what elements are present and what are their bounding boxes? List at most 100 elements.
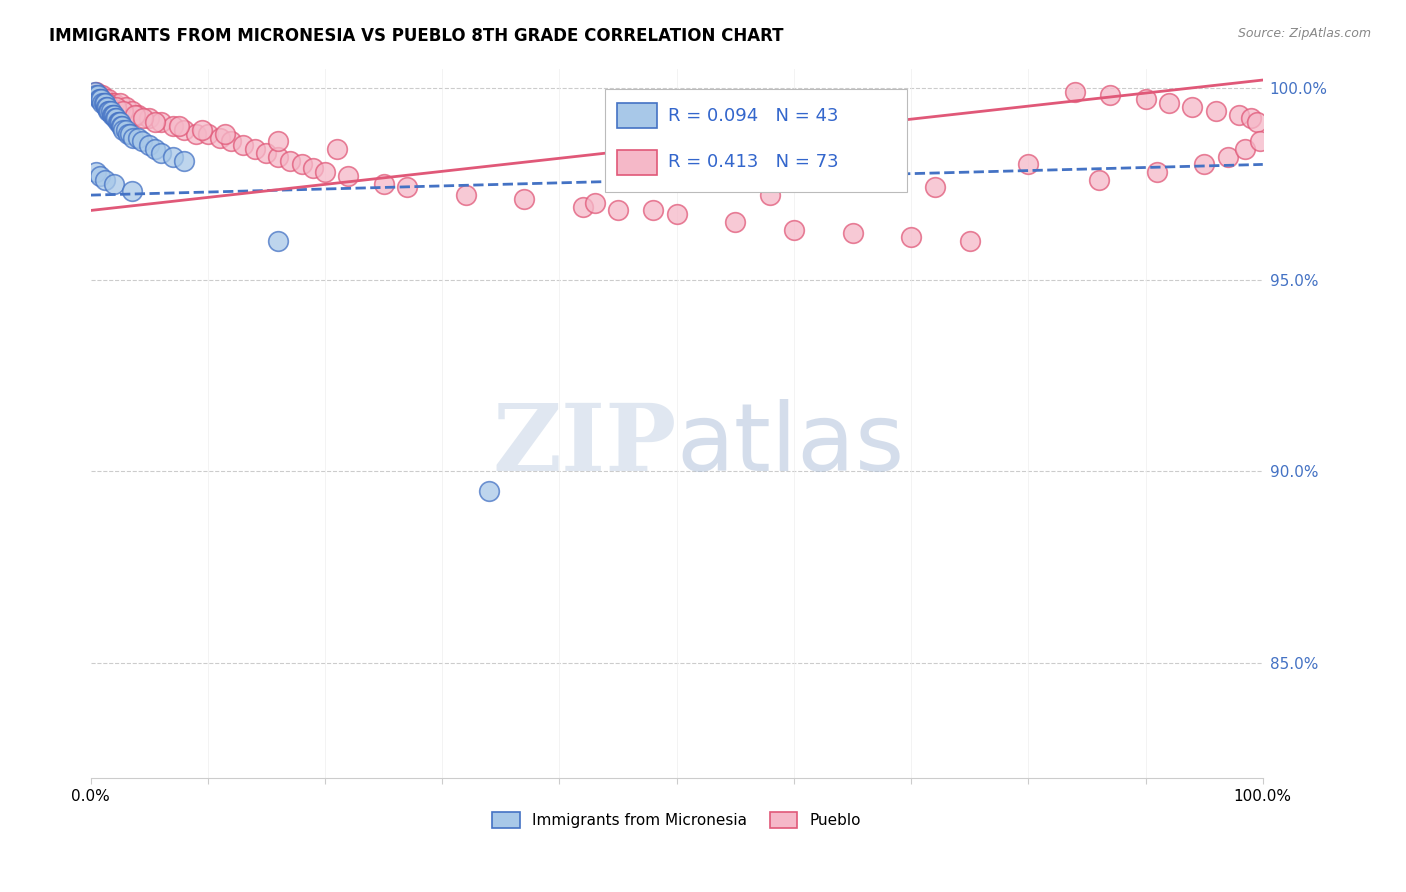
Point — [1192, 157, 1215, 171]
Point — [478, 483, 501, 498]
Point — [94, 100, 117, 114]
Point — [1249, 135, 1271, 149]
Point — [243, 142, 266, 156]
Point — [214, 127, 236, 141]
Point — [84, 85, 107, 99]
Legend: Immigrants from Micronesia, Pueblo: Immigrants from Micronesia, Pueblo — [486, 806, 868, 834]
Text: atlas: atlas — [676, 399, 905, 491]
Text: IMMIGRANTS FROM MICRONESIA VS PUEBLO 8TH GRADE CORRELATION CHART: IMMIGRANTS FROM MICRONESIA VS PUEBLO 8TH… — [49, 27, 783, 45]
Point — [143, 142, 166, 156]
Point — [91, 88, 114, 103]
Point — [267, 234, 290, 248]
Point — [1017, 157, 1039, 171]
Point — [191, 123, 214, 137]
Point — [86, 88, 108, 103]
Point — [120, 127, 142, 141]
Point — [90, 92, 112, 106]
Point — [665, 207, 688, 221]
Point — [111, 119, 134, 133]
Point — [100, 107, 122, 121]
Point — [98, 103, 121, 118]
Point — [112, 103, 135, 118]
Point — [127, 130, 149, 145]
Point — [1227, 107, 1250, 121]
Point — [86, 165, 108, 179]
Point — [149, 145, 172, 160]
Point — [91, 96, 114, 111]
Point — [112, 123, 135, 137]
Point — [131, 135, 153, 149]
Point — [124, 107, 146, 121]
Point — [173, 153, 195, 168]
Point — [105, 100, 128, 114]
Point — [105, 112, 128, 126]
Point — [184, 127, 207, 141]
Point — [396, 180, 419, 194]
Point — [219, 135, 242, 149]
Point — [373, 177, 395, 191]
Point — [93, 96, 115, 111]
Point — [759, 188, 782, 202]
Point — [314, 165, 336, 179]
Point — [107, 115, 129, 129]
Point — [1240, 112, 1263, 126]
Point — [302, 161, 325, 176]
Point — [607, 203, 630, 218]
Point — [291, 157, 314, 171]
Point — [86, 85, 108, 99]
Text: R = 0.094   N = 43: R = 0.094 N = 43 — [668, 107, 838, 125]
Point — [267, 150, 290, 164]
Point — [197, 127, 219, 141]
Point — [173, 123, 195, 137]
Point — [162, 119, 184, 133]
Point — [1205, 103, 1227, 118]
Point — [1064, 85, 1087, 99]
Point — [121, 184, 143, 198]
Point — [583, 195, 606, 210]
Point — [162, 150, 184, 164]
Point — [256, 145, 278, 160]
Point — [89, 88, 111, 103]
Point — [97, 92, 120, 106]
Text: ZIP: ZIP — [492, 400, 676, 490]
Point — [103, 107, 125, 121]
Point — [1234, 142, 1257, 156]
Point — [278, 153, 301, 168]
Point — [900, 230, 922, 244]
Point — [138, 112, 160, 126]
Point — [103, 96, 125, 111]
Point — [208, 130, 231, 145]
Point — [103, 177, 125, 191]
Point — [1099, 88, 1122, 103]
Text: Source: ZipAtlas.com: Source: ZipAtlas.com — [1237, 27, 1371, 40]
Point — [96, 100, 118, 114]
Point — [724, 215, 747, 229]
Point — [1181, 100, 1204, 114]
Point — [114, 100, 136, 114]
Point — [110, 119, 132, 133]
Point — [86, 88, 108, 103]
Point — [127, 107, 149, 121]
Point — [1135, 92, 1157, 106]
Point — [513, 192, 536, 206]
Point — [959, 234, 981, 248]
Point — [267, 135, 290, 149]
Point — [1087, 173, 1109, 187]
Point — [1246, 115, 1268, 129]
Point — [337, 169, 360, 183]
Point — [100, 96, 122, 111]
Point — [107, 115, 129, 129]
Point — [93, 173, 115, 187]
Point — [454, 188, 477, 202]
Point — [1216, 150, 1239, 164]
Point — [1157, 96, 1180, 111]
Point — [100, 103, 122, 118]
Point — [138, 138, 160, 153]
Point — [108, 96, 131, 111]
Point — [143, 115, 166, 129]
Point — [108, 115, 131, 129]
Point — [783, 222, 806, 236]
Point — [101, 107, 124, 121]
Point — [572, 200, 595, 214]
Point — [114, 123, 136, 137]
